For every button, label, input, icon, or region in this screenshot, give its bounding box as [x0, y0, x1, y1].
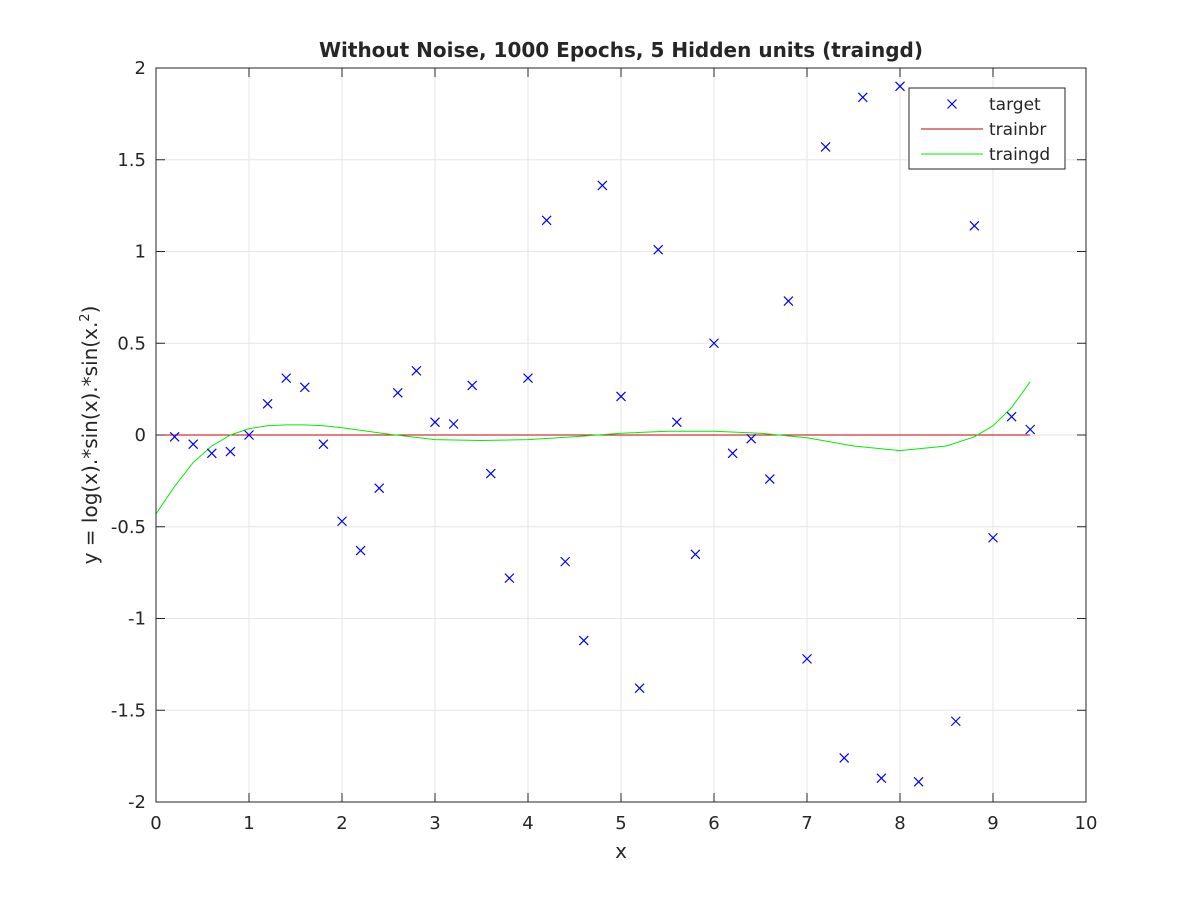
- data-point-target: [727, 448, 738, 459]
- y-tick-label: -1.5: [111, 700, 146, 721]
- y-tick-label: 0.5: [117, 333, 146, 354]
- y-tick-label: 2: [135, 58, 146, 79]
- x-tick-label: 1: [243, 813, 254, 834]
- x-tick-label: 7: [801, 813, 812, 834]
- y-axis-label-superscript: 2: [78, 313, 93, 321]
- data-point-target: [392, 387, 403, 398]
- data-point-target: [485, 468, 496, 479]
- data-point-target: [541, 215, 552, 226]
- data-point-target: [299, 382, 310, 393]
- data-point-target: [244, 430, 254, 440]
- y-tick-label: -2: [128, 792, 146, 813]
- x-tick-label: 5: [615, 813, 626, 834]
- data-point-target: [988, 532, 998, 543]
- data-point-target: [597, 180, 608, 191]
- x-tick-label: 8: [894, 813, 905, 834]
- y-tick-label: 1: [135, 242, 146, 263]
- x-tick-label: 2: [336, 813, 347, 834]
- data-point-target: [709, 338, 719, 349]
- x-tick-label: 0: [150, 813, 161, 834]
- data-point-target: [653, 244, 664, 255]
- data-point-target: [1025, 424, 1036, 435]
- y-tick-label: -0.5: [111, 517, 146, 538]
- series-layer: [155, 81, 1036, 787]
- x-axis-label: x: [615, 839, 627, 863]
- data-point-target: [857, 92, 868, 103]
- data-point-target: [634, 683, 645, 694]
- y-axis-label: y = log(x).*sin(x).*sin(x.2): [78, 306, 102, 565]
- data-point-target: [355, 545, 366, 556]
- data-point-target: [206, 448, 217, 459]
- legend-label-target: target: [989, 95, 1041, 115]
- data-point-target: [969, 220, 980, 231]
- data-point-target: [169, 431, 180, 442]
- y-tick-label: -1: [128, 609, 146, 630]
- chart-title: Without Noise, 1000 Epochs, 5 Hidden uni…: [319, 38, 923, 62]
- x-tick-label: 4: [522, 813, 533, 834]
- data-point-target: [690, 549, 701, 560]
- y-axis-label-end: ): [78, 306, 102, 314]
- legend-item-traingd: traingd: [921, 145, 1050, 165]
- y-axis-label-main: y = log(x).*sin(x).*sin(x.: [78, 322, 102, 565]
- legend-item-target: target: [947, 95, 1041, 115]
- data-point-target: [374, 483, 385, 494]
- legend-label-trainbr: trainbr: [989, 120, 1046, 140]
- ticks: 0 1 2 3 4 5 6 7 8 9 10 -2 -1.5 -1 -0.5 0 0.5 1 1.5 2: [111, 58, 1098, 834]
- legend-marker-target-x: [947, 99, 957, 109]
- data-point-target: [913, 776, 924, 787]
- data-point-target: [504, 573, 515, 584]
- data-point-target: [337, 516, 347, 527]
- y-tick-label: 0: [135, 425, 146, 446]
- data-point-target: [820, 141, 831, 152]
- x-tick-label: 6: [708, 813, 719, 834]
- x-tick-label: 3: [429, 813, 440, 834]
- data-point-target: [764, 474, 775, 484]
- legend: target trainbr traingd: [908, 87, 1066, 170]
- data-point-target: [746, 433, 757, 444]
- y-tick-label: 1.5: [117, 150, 146, 171]
- series-line-traingd: [155, 381, 1031, 515]
- data-point-target: [467, 380, 478, 391]
- data-point-target: [895, 81, 905, 92]
- data-point-target: [783, 296, 794, 306]
- data-point-target: [188, 439, 199, 450]
- data-point-target: [411, 365, 422, 376]
- data-point-target: [950, 716, 961, 727]
- data-point-target: [839, 753, 850, 763]
- data-point-target: [318, 439, 329, 450]
- data-point-target: [448, 419, 459, 429]
- data-point-target: [876, 773, 887, 784]
- data-point-target: [225, 446, 236, 457]
- data-point-target: [671, 417, 682, 428]
- legend-item-trainbr: trainbr: [921, 120, 1046, 140]
- data-point-target: [281, 373, 292, 384]
- legend-marker-target: [947, 99, 957, 109]
- data-point-target: [802, 653, 812, 664]
- data-point-target: [1006, 411, 1017, 422]
- data-point-target: [523, 373, 533, 384]
- x-tick-label: 9: [987, 813, 998, 834]
- data-point-target: [616, 391, 626, 402]
- data-point-target: [578, 635, 589, 646]
- data-point-target: [430, 417, 440, 428]
- data-point-target: [560, 556, 571, 567]
- x-tick-label: 10: [1075, 813, 1098, 834]
- data-point-target: [262, 398, 273, 409]
- legend-label-traingd: traingd: [989, 145, 1050, 165]
